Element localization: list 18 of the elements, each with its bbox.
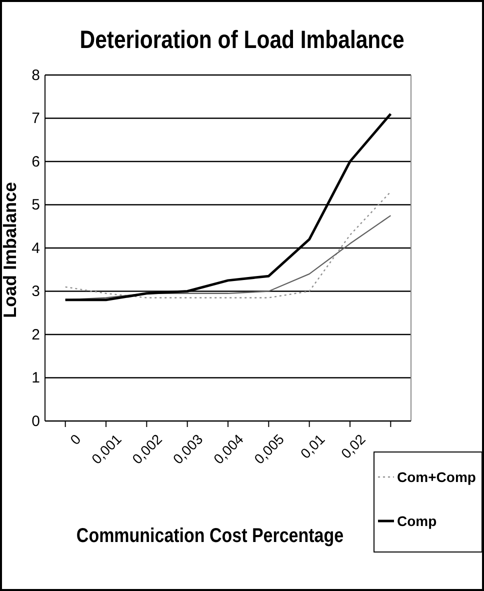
x-tick-label: 0 bbox=[66, 430, 84, 448]
y-tick-label: 8 bbox=[32, 66, 40, 84]
y-tick-label: 1 bbox=[32, 370, 40, 387]
legend-label: Comp bbox=[397, 513, 437, 529]
y-tick-label: 2 bbox=[32, 326, 40, 344]
legend-label: Com+Comp bbox=[397, 469, 476, 485]
x-tick-label: 0,02 bbox=[338, 430, 369, 462]
y-tick-label: 3 bbox=[32, 283, 40, 300]
y-tick-label: 4 bbox=[32, 240, 40, 257]
y-tick-label: 7 bbox=[32, 110, 40, 128]
x-tick-label: 0,01 bbox=[297, 430, 328, 462]
y-axis-title: Load Imbalance bbox=[0, 182, 20, 318]
x-axis-title: Communication Cost Percentage bbox=[76, 524, 344, 546]
y-tick-label: 5 bbox=[32, 196, 40, 214]
line-series bbox=[64, 191, 392, 298]
chart-title: Deterioration of Load Imbalance bbox=[80, 25, 404, 54]
y-tick-label: 6 bbox=[32, 153, 40, 170]
y-tick-label: 0 bbox=[32, 412, 40, 430]
